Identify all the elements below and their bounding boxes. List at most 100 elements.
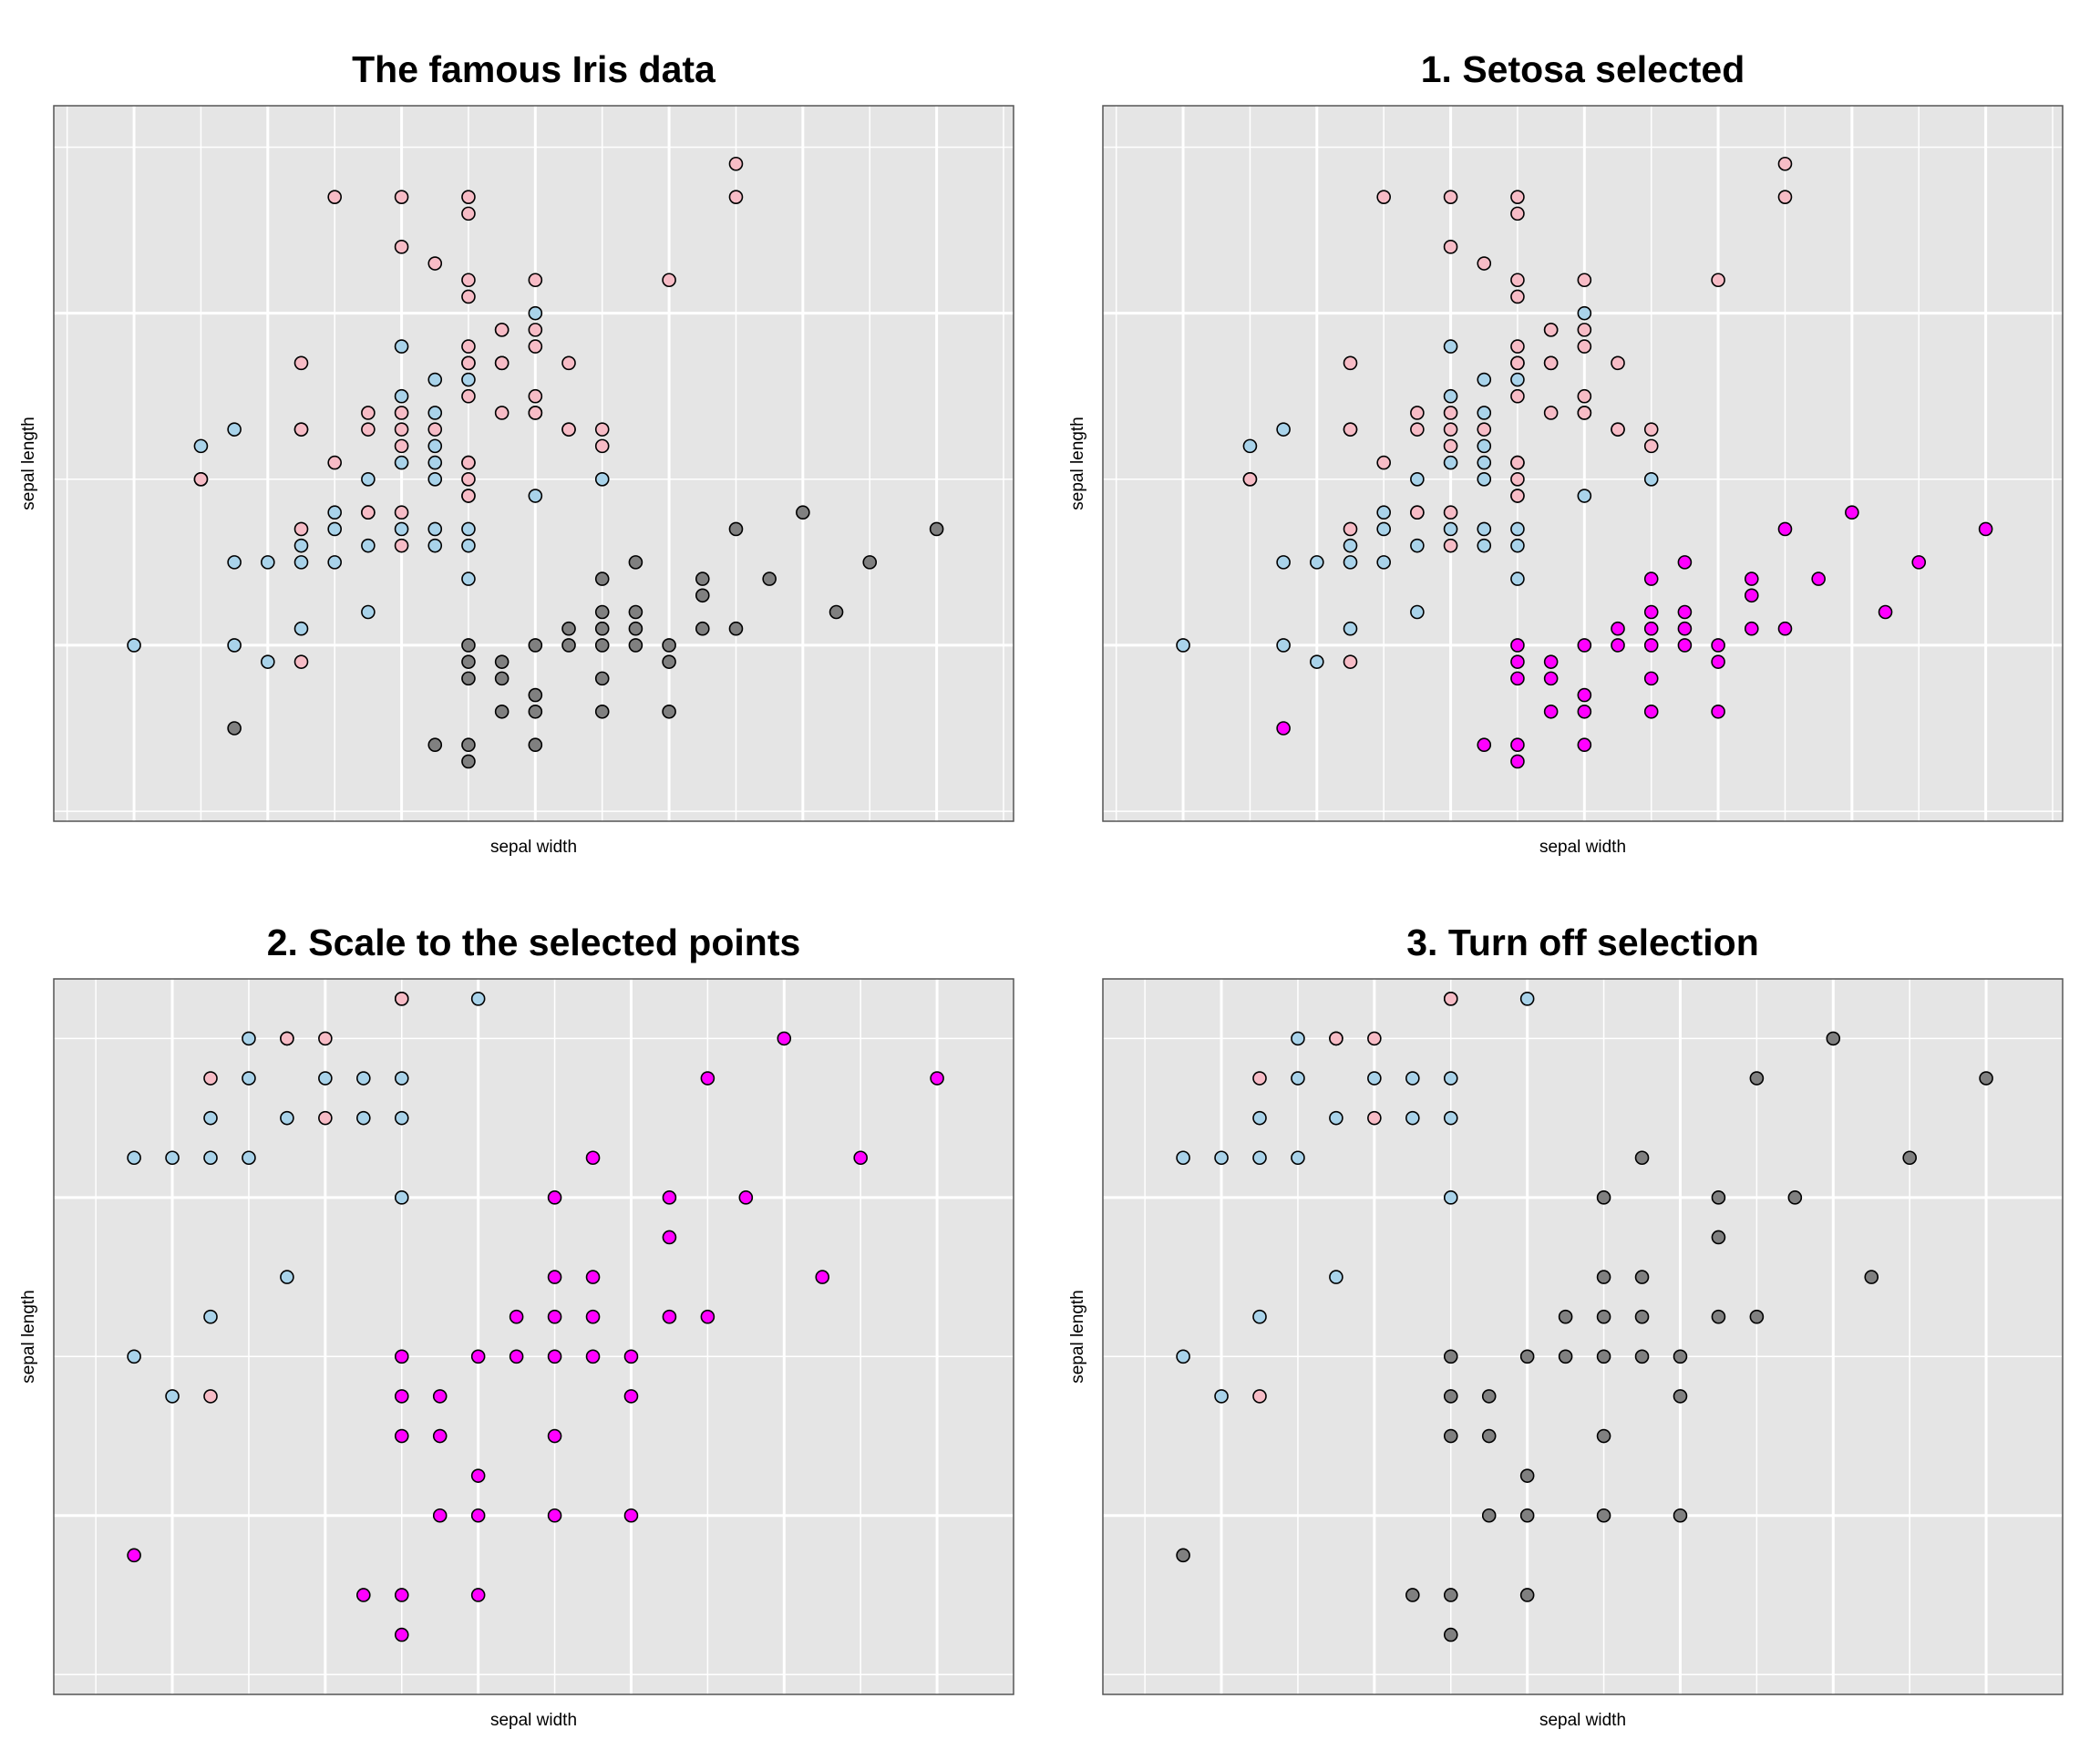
point [1596,1349,1611,1364]
point [261,654,275,669]
point [1744,588,1759,603]
point [1643,472,1659,487]
point [432,1389,448,1404]
point [394,1588,409,1602]
point [561,638,576,653]
point [461,671,476,686]
point [1343,555,1358,570]
point [1410,538,1425,553]
point [1510,388,1525,404]
point [394,505,409,520]
plot-background [54,979,1014,1694]
point [1643,571,1659,586]
point [280,1270,294,1284]
point [1634,1309,1650,1324]
point [547,1428,562,1444]
point [1543,323,1559,337]
point [1749,1309,1765,1324]
point [1176,1150,1190,1166]
point [662,1309,677,1324]
point [594,621,610,636]
point [528,737,543,753]
point [427,455,443,470]
point [1510,472,1525,487]
point [594,438,610,454]
point [1611,638,1625,653]
point [461,489,476,503]
point [623,1389,639,1404]
point [1252,1309,1267,1324]
point [394,1349,409,1364]
point [227,638,242,653]
point [327,190,342,204]
point [594,704,610,719]
point [1777,621,1793,636]
point [1376,555,1391,570]
point [623,1508,639,1523]
point [1777,521,1793,537]
point [1443,1110,1458,1126]
point [494,671,510,686]
point [929,521,944,537]
point [1596,1309,1611,1324]
point [1477,438,1492,454]
point [1979,1071,1993,1086]
point [1443,240,1458,254]
point [1477,472,1492,487]
point [1477,256,1492,271]
point [394,538,409,553]
point [1510,737,1525,753]
x-axis-label: sepal width [1539,838,1626,857]
point [1777,156,1793,171]
point [1443,455,1458,470]
plot-frame [1102,978,2064,1695]
point [1611,621,1625,636]
point [1477,372,1492,387]
point [594,472,610,487]
point [1519,1508,1535,1523]
point [1558,1349,1573,1364]
point [1252,1389,1267,1404]
point [1787,1190,1803,1205]
point [1711,638,1725,653]
point [394,190,409,204]
point [853,1150,868,1166]
point [494,704,510,719]
y-axis-label: sepal length [19,1290,38,1383]
point [1577,323,1592,337]
point [1481,1389,1497,1404]
point [1329,1031,1343,1046]
point [1777,190,1793,204]
point [1214,1389,1229,1404]
chart-title: 2. Scale to the selected points [267,921,801,963]
point [662,638,676,653]
point [1677,604,1693,620]
point [394,1389,409,1404]
point [1276,555,1291,570]
point [327,555,342,570]
point [594,571,610,586]
point [1405,1588,1420,1602]
point [1711,1230,1726,1245]
point [1577,638,1592,653]
point [1252,1071,1267,1086]
y-axis-label: sepal length [1068,1290,1087,1383]
point [470,1349,486,1364]
x-axis-label: sepal width [490,838,577,857]
point [1510,273,1525,288]
point [203,1071,218,1086]
point [1978,521,1993,537]
plot-frame [53,978,1014,1695]
point [1510,355,1525,371]
point [1343,422,1358,437]
point [594,422,610,437]
point [585,1270,601,1284]
point [1376,521,1391,537]
point [1519,1588,1535,1602]
point [461,472,476,487]
point [1252,1150,1267,1166]
point [1519,1468,1535,1483]
point [1252,1110,1267,1126]
point [547,1349,562,1364]
